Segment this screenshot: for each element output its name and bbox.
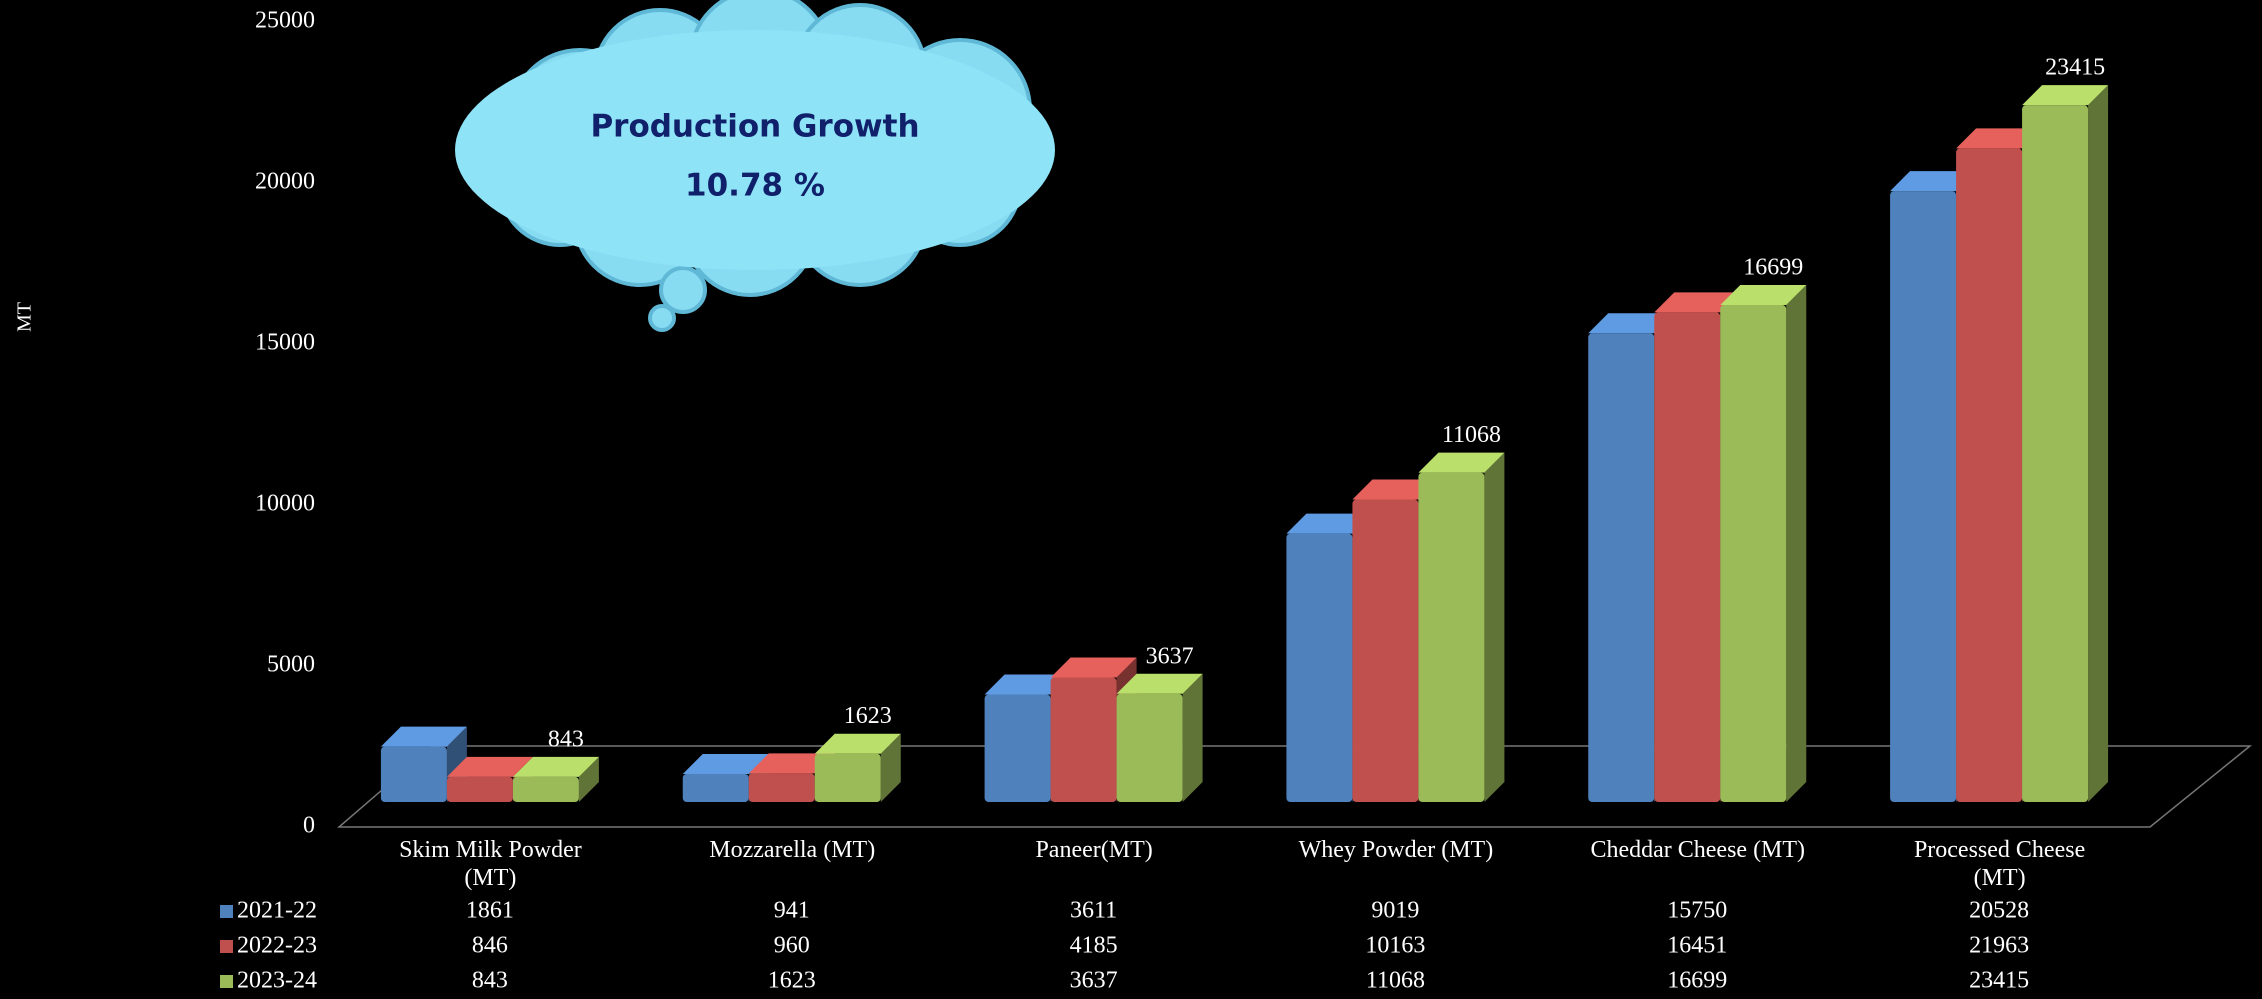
bar-top <box>1956 128 2043 149</box>
legend-key <box>220 940 233 953</box>
bar-top <box>748 753 835 774</box>
x-tick-label: Skim Milk Powder (MT) <box>399 837 582 891</box>
bar-side <box>2088 85 2109 802</box>
data-label: 1623 <box>844 703 892 729</box>
table-cell: 16699 <box>1667 968 1727 994</box>
x-tick-label: Mozzarella (MT) <box>709 837 876 863</box>
bar <box>814 753 881 802</box>
bar <box>1720 305 1787 802</box>
table-cell: 1623 <box>768 968 816 994</box>
table-cell: 23415 <box>1969 968 2029 994</box>
bar-top <box>1890 171 1977 192</box>
data-label: 23415 <box>2045 55 2105 81</box>
table-cell: 9019 <box>1371 898 1419 924</box>
bar <box>748 773 815 802</box>
bar <box>512 776 579 802</box>
bar-top <box>1720 285 1807 306</box>
bar-top <box>446 756 533 777</box>
bar-top <box>1286 513 1373 534</box>
bar <box>682 773 749 802</box>
bar <box>2022 105 2089 802</box>
bar-top <box>1050 657 1137 678</box>
y-tick-label: 10000 <box>255 491 315 517</box>
bar-top <box>1116 673 1203 694</box>
data-label: 3637 <box>1146 643 1194 669</box>
bar-top <box>1654 292 1741 313</box>
data-label: 11068 <box>1442 422 1501 448</box>
bar-side <box>1786 285 1807 803</box>
table-cell: 3611 <box>1070 898 1117 924</box>
bar <box>1890 191 1957 802</box>
thought-cloud <box>455 0 1055 332</box>
table-cell: 960 <box>774 933 810 959</box>
annotation-title: Production Growth <box>590 109 919 145</box>
bar <box>380 746 447 802</box>
bar <box>1116 693 1183 802</box>
table-cell: 3637 <box>1070 968 1118 994</box>
legend-key <box>220 905 233 918</box>
y-tick-label: 5000 <box>267 652 315 678</box>
bar-side <box>1182 673 1203 802</box>
legend-label: 2023-24 <box>237 968 317 994</box>
y-tick-label: 0 <box>303 813 315 839</box>
bar-top <box>512 756 599 777</box>
y-tick-label: 25000 <box>255 8 315 34</box>
bar-side <box>880 733 901 802</box>
bar <box>1050 677 1117 802</box>
bar-top <box>984 674 1071 695</box>
bar <box>1588 333 1655 802</box>
table-cell: 846 <box>472 933 508 959</box>
data-label: 16699 <box>1743 255 1803 281</box>
bar-top <box>1588 313 1675 334</box>
y-tick-label: 15000 <box>255 330 315 356</box>
legend-key <box>220 975 233 988</box>
table-cell: 11068 <box>1366 968 1425 994</box>
bar-top <box>1352 479 1439 500</box>
table-cell: 941 <box>774 898 810 924</box>
bar <box>446 776 513 802</box>
legend-label: 2021-22 <box>237 898 317 924</box>
bar-top <box>2022 85 2109 106</box>
table-cell: 21963 <box>1969 933 2029 959</box>
bar <box>1352 499 1419 802</box>
x-tick-label: Cheddar Cheese (MT) <box>1590 837 1806 863</box>
bar-top <box>1418 452 1505 473</box>
x-tick-label: Paneer(MT) <box>1035 837 1153 863</box>
table-cell: 1861 <box>466 898 514 924</box>
x-tick-label: Processed Cheese (MT) <box>1913 837 2086 891</box>
bar-side <box>1484 452 1505 802</box>
y-axis-label: MT <box>14 302 36 332</box>
x-tick-label: Whey Powder (MT) <box>1298 837 1494 863</box>
bar-top <box>682 753 769 774</box>
table-cell: 15750 <box>1667 898 1727 924</box>
table-cell: 20528 <box>1969 898 2029 924</box>
table-cell: 843 <box>472 968 508 994</box>
bar-side <box>578 756 599 802</box>
y-tick-label: 20000 <box>255 169 315 195</box>
annotation-value: 10.78 % <box>685 168 825 204</box>
legend-label: 2022-23 <box>237 933 317 959</box>
bar <box>1956 148 2023 803</box>
table-cell: 10163 <box>1365 933 1425 959</box>
bar <box>1654 312 1721 802</box>
bar-top <box>814 733 901 754</box>
bar <box>984 694 1051 802</box>
data-label: 843 <box>548 726 584 752</box>
bar-top <box>380 726 467 747</box>
table-cell: 16451 <box>1667 933 1727 959</box>
bar <box>1286 533 1353 802</box>
bar <box>1418 472 1485 802</box>
table-cell: 4185 <box>1070 933 1118 959</box>
